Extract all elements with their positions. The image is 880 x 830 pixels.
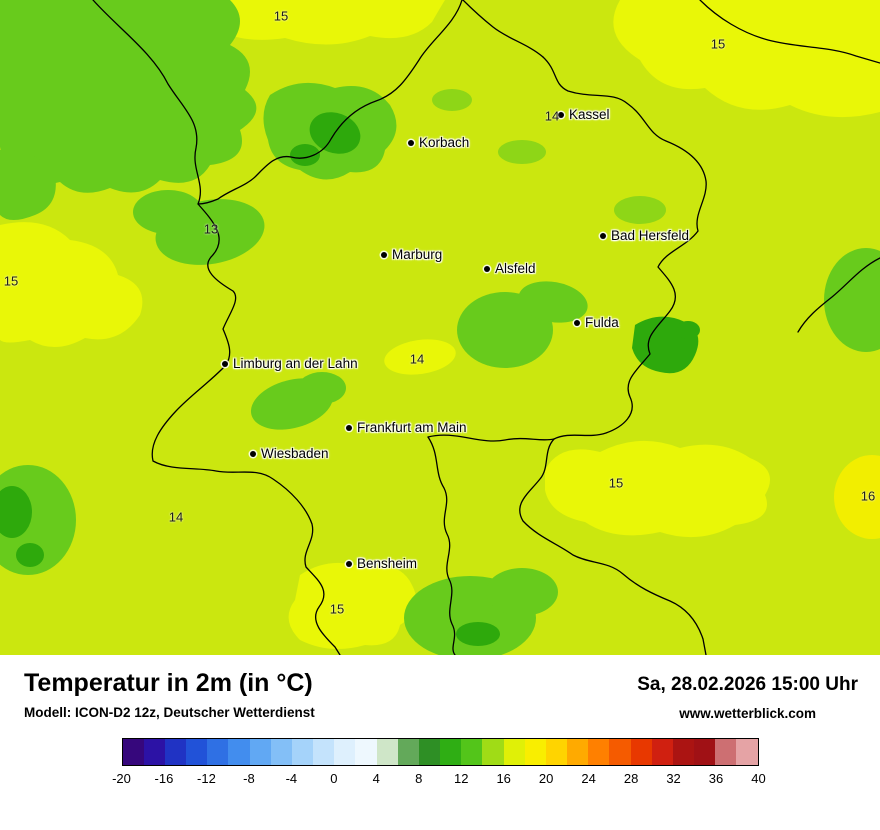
color-scale-bar: [121, 738, 759, 766]
scale-segment: [482, 739, 504, 765]
scale-segment: [651, 739, 673, 765]
panel-header-right: Sa, 28.02.2026 15:00 Uhr www.wetterblick…: [637, 669, 858, 721]
scale-tick-label: -8: [243, 771, 255, 786]
scale-segment: [376, 739, 398, 765]
scale-tick-label: 12: [453, 771, 469, 786]
temperature-map: Kassel Korbach Bad Hersfeld Marburg Alsfeld F…: [0, 0, 880, 655]
scale-tick-label: 32: [666, 771, 681, 786]
scale-tick-label: 0: [330, 771, 338, 786]
city-dot: [222, 361, 228, 367]
legend-panel: Temperatur in 2m (in °C) Modell: ICON-D2…: [0, 655, 880, 830]
city-label: Kassel: [569, 107, 610, 123]
scale-segment: [291, 739, 314, 765]
temperature-value: 13: [203, 221, 219, 237]
scale-segment: [334, 739, 356, 765]
model-info: Modell: ICON-D2 12z, Deutscher Wetterdie…: [24, 705, 315, 720]
scale-segment: [186, 739, 208, 765]
panel-header: Temperatur in 2m (in °C) Modell: ICON-D2…: [0, 655, 880, 721]
website-label: www.wetterblick.com: [679, 706, 817, 721]
scale-tick-label: 36: [708, 771, 724, 786]
state-border-lines: [92, 0, 880, 655]
city-label: Bad Hersfeld: [611, 228, 690, 244]
city-dot: [381, 252, 387, 258]
scale-segment: [228, 739, 250, 765]
city-label: Alsfeld: [495, 261, 536, 277]
scale-segment: [313, 739, 335, 765]
scale-tick-label: -12: [197, 771, 216, 786]
temperature-value: 15: [710, 36, 726, 52]
scale-tick-label: 20: [538, 771, 554, 786]
scale-segment: [694, 739, 716, 765]
city-label: Limburg an der Lahn: [233, 356, 358, 372]
scale-segment: [524, 739, 546, 765]
color-scale: -20 -16 -12 -8 -4 0 4 8 12 16 20 24 28 32 36 40: [112, 738, 766, 789]
scale-segment: [143, 739, 165, 765]
scale-tick-label: -20: [112, 771, 131, 786]
temperature-map-svg: [0, 0, 880, 655]
city-dot: [346, 561, 352, 567]
scale-segment: [609, 739, 631, 765]
city-dot: [346, 425, 352, 431]
temperature-value: 14: [168, 509, 184, 525]
temperature-value: 16: [860, 488, 876, 504]
scale-tick-label: 16: [496, 771, 511, 786]
scale-tick-label: 8: [415, 771, 423, 786]
scale-segment: [736, 739, 758, 765]
temperature-value: 15: [329, 601, 345, 617]
scale-segment: [461, 739, 483, 765]
scale-segment: [567, 739, 589, 765]
city-dot: [484, 266, 490, 272]
city-label: Bensheim: [357, 556, 418, 572]
city-label: Korbach: [419, 135, 470, 151]
city-label: Wiesbaden: [261, 446, 329, 462]
city-dot: [558, 112, 564, 118]
city-dot: [600, 233, 606, 239]
scale-tick-label: -4: [285, 771, 298, 786]
city-layer: Kassel Korbach Bad Hersfeld Marburg Alsfeld F…: [3, 8, 876, 617]
scale-segment: [672, 739, 695, 765]
forecast-datetime: Sa, 28.02.2026 15:00 Uhr: [637, 674, 858, 695]
city-label: Frankfurt am Main: [357, 420, 467, 436]
scale-segment: [715, 739, 737, 765]
scale-segment: [545, 739, 568, 765]
city-dot: [574, 320, 580, 326]
scale-segment: [270, 739, 292, 765]
scale-tick-label: 40: [751, 771, 766, 786]
scale-segment: [440, 739, 462, 765]
temperature-value: 14: [409, 351, 425, 367]
scale-segment: [164, 739, 187, 765]
scale-tick-label: 24: [581, 771, 596, 786]
scale-tick-label: -16: [154, 771, 174, 786]
scale-segment: [588, 739, 610, 765]
scale-tick-label: 28: [623, 771, 639, 786]
temperature-value: 15: [3, 273, 19, 289]
scale-segment: [418, 739, 441, 765]
city-label: Marburg: [392, 247, 443, 263]
scale-segment: [503, 739, 525, 765]
temperature-value: 15: [273, 8, 289, 24]
city-label: Fulda: [585, 315, 619, 331]
temperature-value: 15: [608, 475, 624, 491]
scale-segment: [397, 739, 419, 765]
city-dot: [408, 140, 414, 146]
scale-segment: [122, 739, 144, 765]
city-dot: [250, 451, 256, 457]
scale-segment: [207, 739, 229, 765]
scale-segment: [355, 739, 377, 765]
panel-header-left: Temperatur in 2m (in °C) Modell: ICON-D2…: [24, 669, 315, 720]
scale-tick-label: 4: [372, 771, 380, 786]
scale-segment: [630, 739, 652, 765]
temperature-value: 14: [544, 108, 560, 124]
color-scale-ticks: -20 -16 -12 -8 -4 0 4 8 12 16 20 24 28 32 36 40: [112, 771, 766, 789]
map-title: Temperatur in 2m (in °C): [24, 669, 313, 697]
scale-segment: [249, 739, 271, 765]
